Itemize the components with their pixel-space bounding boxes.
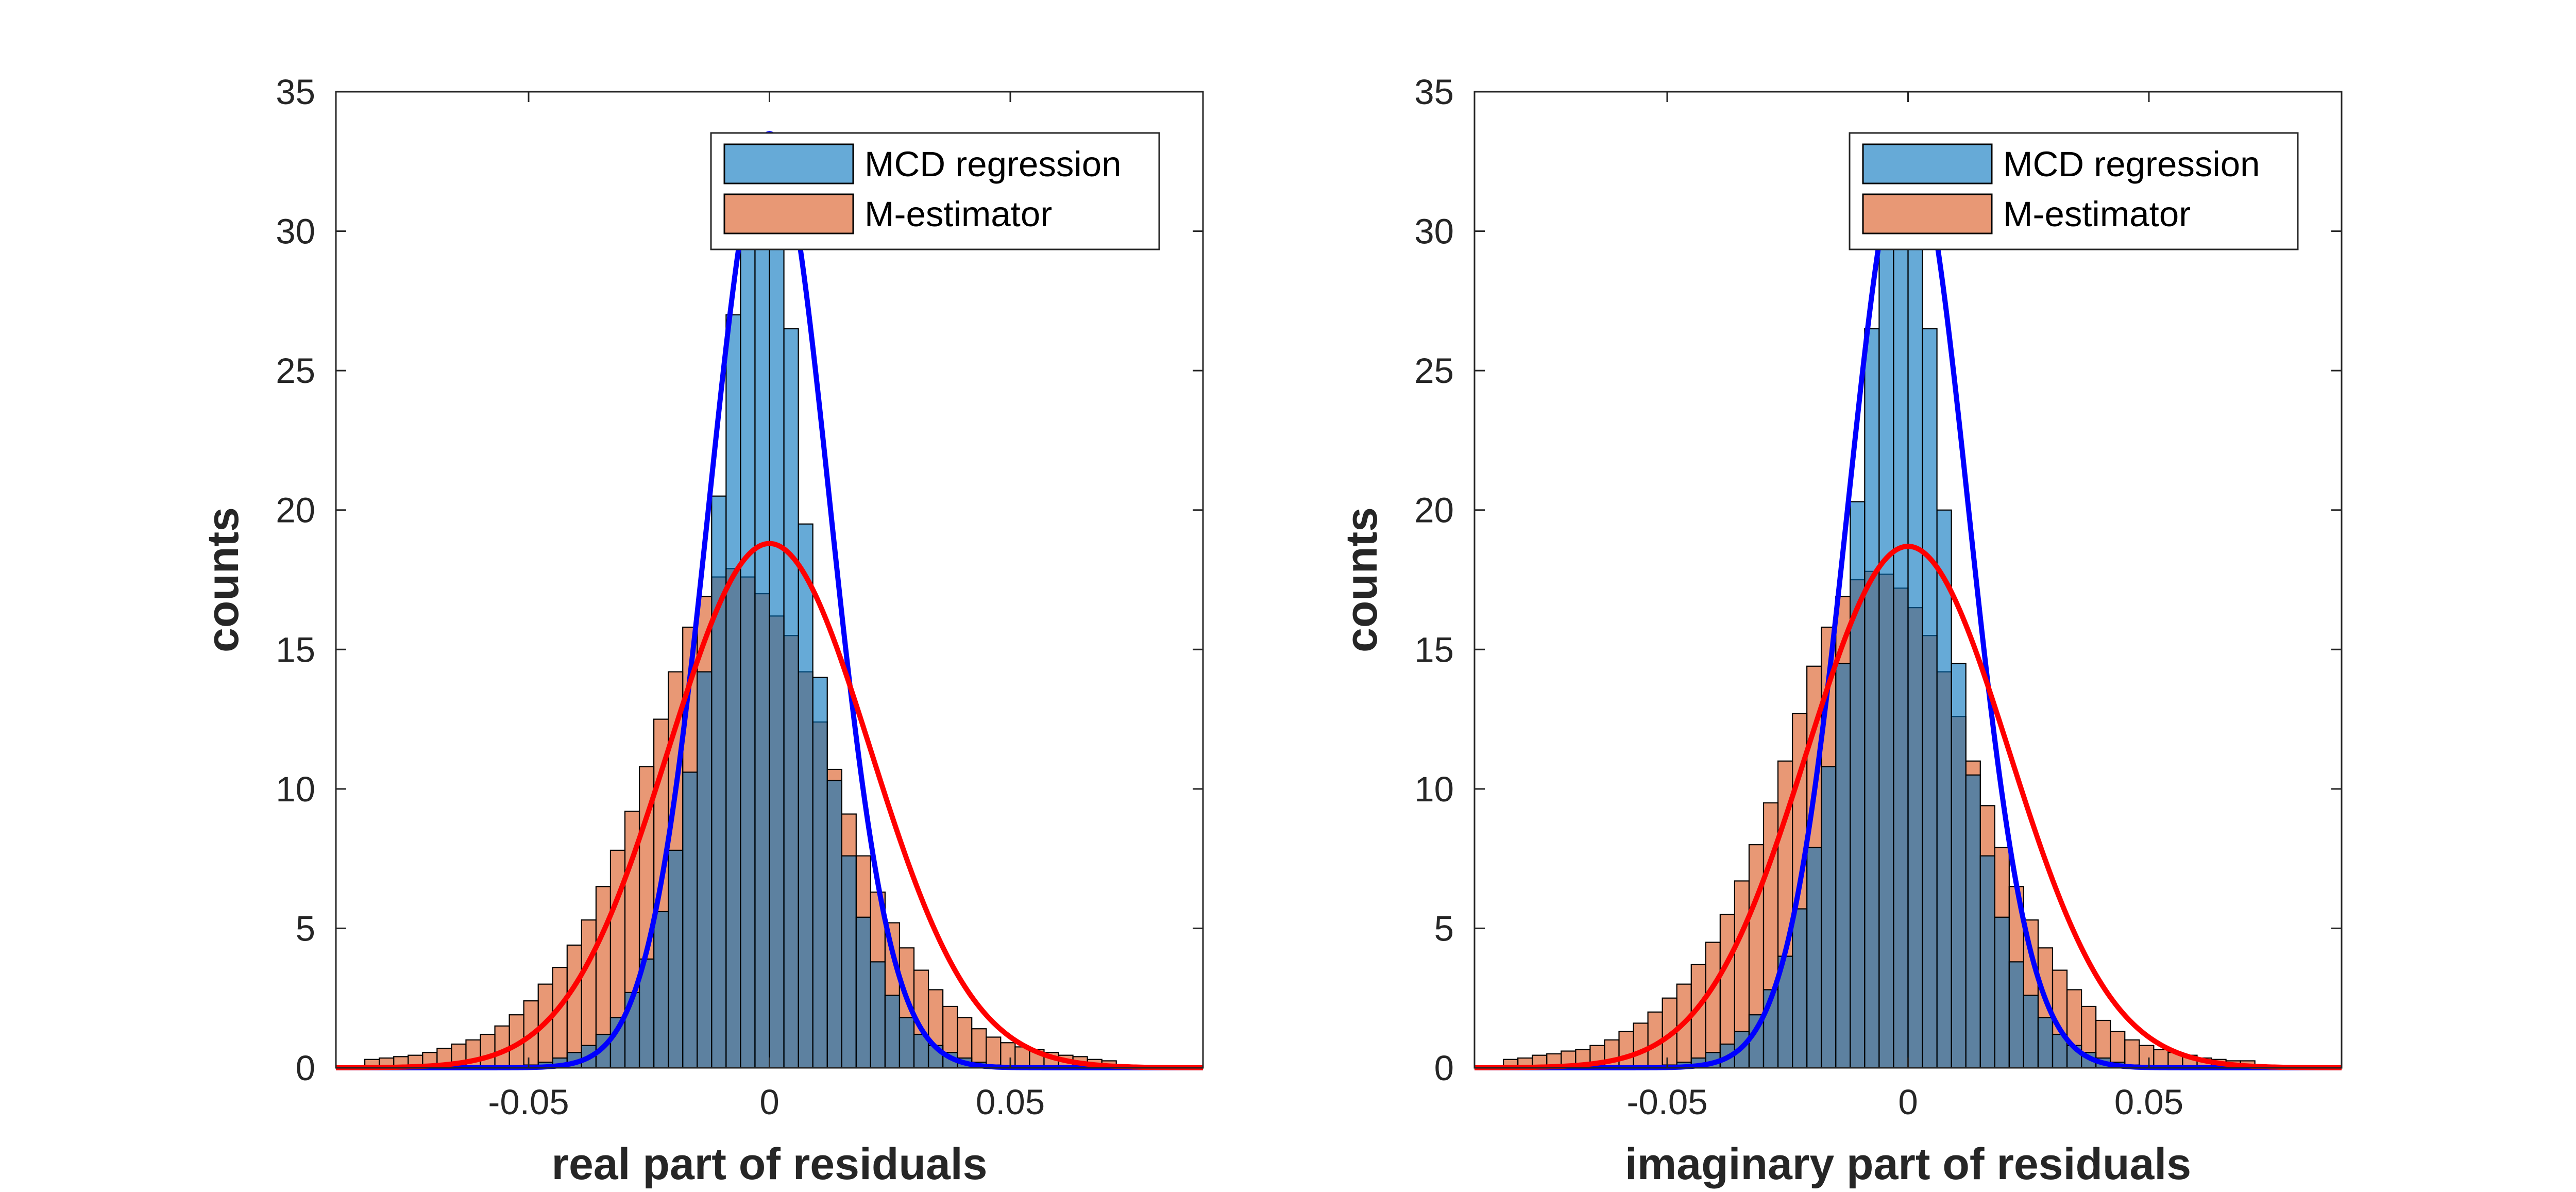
histogram-bar <box>697 671 713 1069</box>
histogram-bar <box>1907 189 1923 1069</box>
x-tick-label: 0 <box>1898 1082 1918 1122</box>
y-tick-label: 15 <box>276 630 315 669</box>
x-tick-label: 0 <box>759 1082 779 1122</box>
m-estimator-fit-curve <box>1474 544 2342 1070</box>
histogram-bar <box>841 855 857 1069</box>
y-tick-label: 5 <box>1434 909 1454 948</box>
left-histogram-panel: -0.05 0 0.05 0 5 10 15 20 25 30 35 real part of res… <box>198 72 1204 1189</box>
histogram-bar <box>1893 141 1909 1069</box>
x-tick-label: -0.05 <box>488 1082 569 1122</box>
histogram-bar <box>986 1036 1002 1069</box>
right-histogram-panel: -0.05 0 0.05 0 5 10 15 20 25 30 35 imaginary part o… <box>1337 72 2343 1189</box>
y-tick-label: 20 <box>1414 491 1454 530</box>
x-tick-label: -0.05 <box>1626 1082 1707 1122</box>
histogram-bar <box>1878 203 1894 1069</box>
legend: MCD regression M-estimator <box>1849 132 2299 250</box>
y-tick-label: 20 <box>276 491 315 530</box>
histogram-bar <box>1994 916 2010 1069</box>
histogram-bar <box>855 916 871 1069</box>
legend-entry-label: MCD regression <box>2003 144 2260 184</box>
histogram-bar <box>480 1033 496 1069</box>
y-tick-label: 10 <box>276 769 315 809</box>
histogram-bar <box>2124 1039 2140 1069</box>
legend-entry-label: M-estimator <box>865 194 1052 234</box>
y-tick-label: 35 <box>276 72 315 112</box>
histogram-bar <box>1806 847 1822 1069</box>
histogram-bar <box>1850 501 1866 1069</box>
histogram-bar <box>1633 1022 1649 1069</box>
histogram-bar <box>769 189 785 1069</box>
histogram-bar <box>2153 1049 2169 1069</box>
mcd-regression-legend-swatch <box>723 143 854 184</box>
histogram-bar <box>2037 1017 2054 1069</box>
histogram-bar <box>754 133 770 1069</box>
legend-entry-label: M-estimator <box>2003 194 2191 234</box>
y-tick-label: 35 <box>1414 72 1454 112</box>
legend: MCD regression M-estimator <box>710 132 1160 250</box>
histogram-bar <box>2008 961 2025 1069</box>
y-tick-label: 30 <box>1414 212 1454 251</box>
m-estimator-legend-swatch <box>723 193 854 234</box>
histogram-bar <box>1618 1031 1634 1069</box>
y-tick-label: 5 <box>296 909 315 948</box>
histogram-bar <box>2023 995 2039 1069</box>
histogram-bar <box>826 780 842 1069</box>
y-tick-label: 10 <box>1414 769 1454 809</box>
histogram-bar <box>494 1025 510 1069</box>
m-estimator-fit-curve <box>335 541 1204 1070</box>
histogram-bar <box>566 944 582 1069</box>
histogram-bar <box>1821 766 1837 1069</box>
y-axis-label: counts <box>1337 507 1386 652</box>
histogram-bar <box>1965 774 1981 1069</box>
y-tick-label: 15 <box>1414 630 1454 669</box>
histogram-bar <box>1000 1042 1016 1069</box>
y-axis-label: counts <box>198 507 248 652</box>
mcd-regression-legend-swatch <box>1862 143 1993 184</box>
histogram-bar <box>552 967 568 1069</box>
x-axis-label: imaginary part of residuals <box>1625 1139 2191 1189</box>
x-axis-label: real part of residuals <box>552 1139 988 1189</box>
y-tick-label: 25 <box>1414 351 1454 391</box>
y-tick-label: 25 <box>276 351 315 391</box>
y-tick-label: 0 <box>1434 1048 1454 1088</box>
histogram-bar <box>1792 908 1808 1069</box>
histogram-bar <box>798 523 814 1069</box>
histogram-bar <box>1936 509 1952 1069</box>
histogram-bar <box>711 495 727 1069</box>
histogram-bar <box>812 677 828 1069</box>
histogram-bar <box>783 328 799 1069</box>
x-tick-label: 0.05 <box>976 1082 1045 1122</box>
histogram-bar <box>725 314 741 1069</box>
histogram-bar <box>682 771 698 1069</box>
x-tick-label: 0.05 <box>2114 1082 2183 1122</box>
legend-entry-label: MCD regression <box>865 144 1121 184</box>
histogram-bar <box>740 189 756 1069</box>
y-tick-label: 0 <box>296 1048 315 1088</box>
histogram-bar <box>1922 328 1938 1069</box>
m-estimator-legend-swatch <box>1862 193 1993 234</box>
histogram-bar <box>884 995 901 1069</box>
y-tick-label: 30 <box>276 212 315 251</box>
histogram-bar <box>2139 1045 2155 1069</box>
histogram-bar <box>1835 663 1851 1069</box>
histogram-bar <box>653 911 669 1069</box>
histogram-bar <box>899 1017 915 1069</box>
histogram-bar <box>1951 663 1967 1069</box>
histogram-bar <box>1705 942 1721 1069</box>
histogram-bar <box>870 961 886 1069</box>
mcd-regression-bars <box>1633 141 2169 1069</box>
histogram-bar <box>668 849 684 1069</box>
histogram-bar <box>1979 855 1995 1069</box>
mcd-regression-bars <box>494 133 1030 1069</box>
histogram-bar <box>1864 328 1880 1069</box>
